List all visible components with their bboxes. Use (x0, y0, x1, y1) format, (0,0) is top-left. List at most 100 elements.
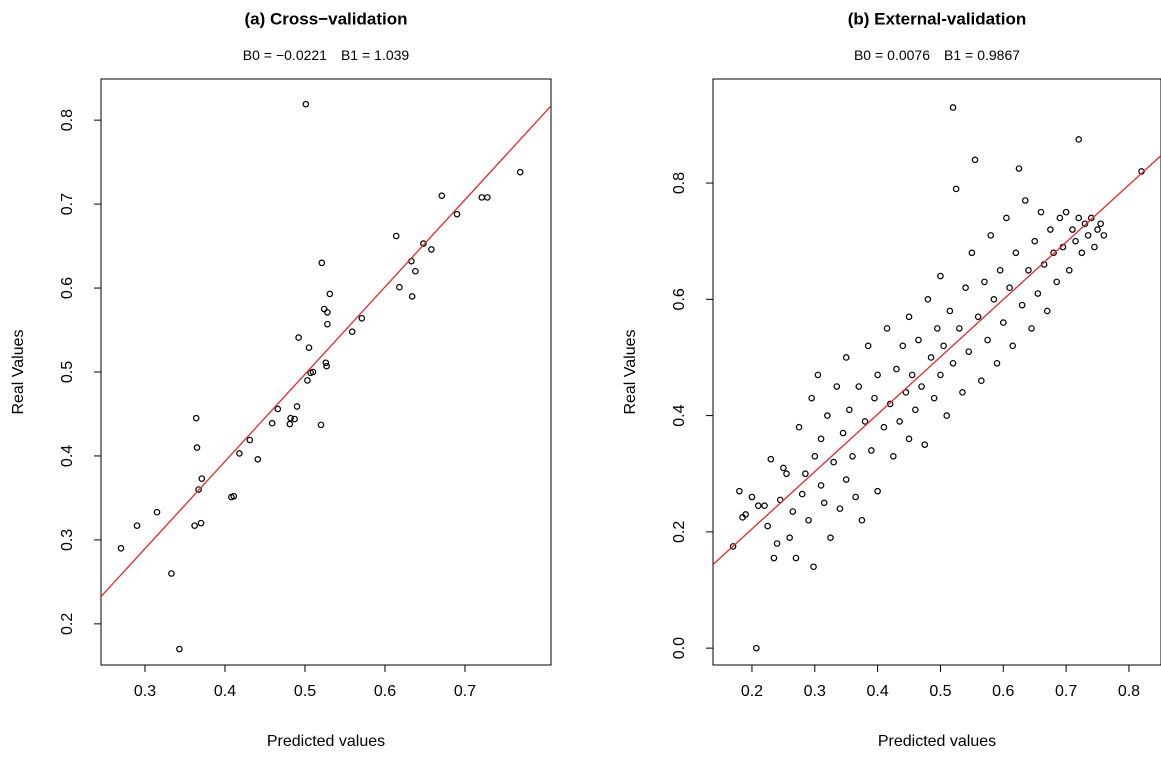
point (937, 272, 944, 280)
point (927, 354, 935, 361)
point (761, 502, 768, 510)
point (937, 371, 944, 379)
point (736, 487, 743, 495)
point (1050, 249, 1057, 257)
y-tick-label: 0.0 (671, 637, 688, 659)
annotation-label: B1 = (341, 47, 370, 63)
point (990, 296, 998, 303)
point (153, 508, 161, 516)
point (1069, 226, 1076, 233)
plot-frame (100, 78, 552, 666)
point (309, 368, 317, 376)
x-tick-label: 0.4 (214, 683, 236, 700)
point (1062, 208, 1070, 216)
point (795, 423, 803, 431)
point (965, 348, 973, 355)
x-tick-label: 0.6 (992, 683, 1014, 700)
point (291, 415, 298, 423)
point (1075, 136, 1082, 143)
x-axis-label: Predicted values (878, 733, 996, 750)
point (855, 383, 863, 390)
point (842, 476, 850, 483)
point (827, 534, 834, 541)
point (846, 406, 853, 414)
point (438, 192, 446, 199)
point (1015, 165, 1023, 172)
point (729, 543, 737, 550)
point (943, 412, 951, 419)
point (949, 104, 957, 111)
point (817, 482, 825, 489)
point (753, 644, 760, 652)
point (1056, 214, 1064, 222)
point (786, 534, 793, 541)
point (1075, 214, 1082, 222)
annotation-label: B0 = (243, 47, 272, 63)
x-axis-label: Predicted values (267, 733, 385, 750)
y-axis-label: Real Values (622, 329, 639, 414)
x-tick-label: 0.6 (374, 683, 396, 700)
point (323, 362, 330, 370)
y-tick-label: 0.6 (59, 277, 76, 299)
y-axis-label: Real Values (10, 329, 27, 414)
point (789, 508, 797, 515)
point (908, 371, 916, 379)
point (830, 458, 837, 466)
point (408, 293, 416, 300)
point (274, 405, 282, 413)
point (915, 336, 922, 344)
y-tick-label: 0.5 (59, 361, 76, 383)
point (516, 168, 524, 176)
point (320, 305, 328, 313)
point (918, 383, 925, 390)
point (959, 389, 966, 396)
point (1100, 232, 1108, 239)
point (1097, 220, 1104, 228)
point (1037, 208, 1045, 216)
point (764, 522, 771, 530)
point (783, 470, 790, 478)
x-tick-label: 0.4 (866, 683, 888, 700)
point (814, 371, 822, 379)
point (962, 284, 969, 292)
point (1065, 266, 1073, 274)
y-tick-label: 0.3 (59, 529, 76, 551)
point (396, 283, 403, 291)
point (1053, 278, 1060, 286)
point (820, 499, 828, 507)
point (428, 246, 435, 253)
chart-title: (a) Cross−validation (245, 9, 408, 28)
point (912, 406, 919, 414)
point (981, 278, 988, 286)
point (968, 249, 976, 257)
y-tick-label: 0.4 (59, 445, 76, 467)
point (324, 320, 331, 328)
point (1043, 307, 1051, 315)
point (849, 452, 856, 460)
point (304, 377, 311, 384)
x-tick-label: 0.2 (741, 683, 763, 700)
y-tick-label: 0.8 (59, 109, 76, 131)
point (1021, 197, 1029, 204)
y-tick-label: 0.4 (671, 404, 688, 426)
point (1009, 342, 1017, 350)
point (1072, 237, 1079, 245)
point (193, 444, 201, 451)
point (977, 377, 985, 385)
point (286, 420, 294, 428)
point (792, 554, 800, 562)
point (993, 359, 1001, 367)
x-tick-label: 0.7 (454, 683, 476, 700)
point (905, 313, 913, 321)
point (478, 194, 486, 201)
point (798, 490, 806, 498)
point (767, 455, 775, 463)
point (833, 383, 841, 390)
point (358, 314, 366, 322)
point (348, 328, 356, 336)
y-tick-label: 0.2 (59, 613, 76, 635)
point (952, 185, 960, 193)
point (1084, 232, 1092, 239)
point (230, 492, 238, 500)
